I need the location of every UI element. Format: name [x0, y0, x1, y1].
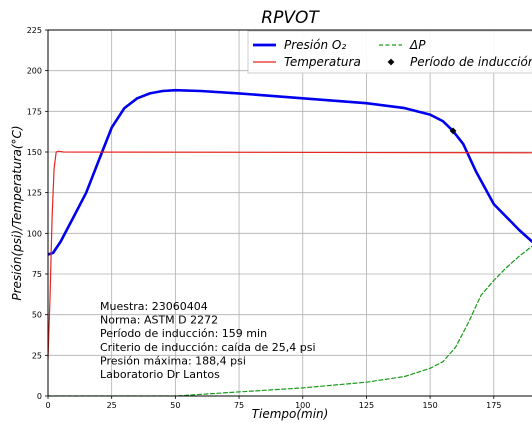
y-tick-label: 125	[27, 189, 42, 198]
legend-swatch-induccion	[387, 58, 395, 66]
y-tick-label: 150	[27, 148, 42, 157]
annotation-line: Período de inducción: 159 min	[100, 327, 267, 340]
x-tick-label: 75	[234, 401, 244, 410]
y-tick-label: 25	[32, 351, 42, 360]
x-axis-label: Tiempo(min)	[252, 407, 329, 421]
annotation-line: Criterio de inducción: caída de 25,4 psi	[100, 341, 316, 354]
series-line-temperatura	[48, 150, 532, 360]
chart-title: RPVOT	[261, 8, 320, 28]
x-tick-label: 100	[295, 401, 310, 410]
annotation-line: Muestra: 23060404	[100, 300, 208, 313]
x-tick-label: 125	[359, 401, 374, 410]
legend: Presión O₂ ΔP Temperatura Período de inducc…	[247, 30, 532, 74]
x-tick-label: 25	[107, 401, 117, 410]
x-tick-label: 150	[422, 401, 437, 410]
series-group	[48, 88, 532, 396]
y-tick-label: 225	[27, 26, 42, 35]
series-line-delta-p	[48, 245, 532, 396]
annotation-line: Presión máxima: 188,4 psi	[100, 354, 246, 367]
tick-labels: 0 25 50 75 100 125 150 175 0 25 50 75 100 125 150 175 20…	[27, 26, 502, 410]
legend-label-delta-p: ΔP	[409, 38, 426, 52]
x-tick-label: 175	[486, 401, 501, 410]
annotation-line: Norma: ASTM D 2272	[100, 314, 218, 327]
legend-box	[247, 30, 532, 74]
y-tick-label: 200	[27, 67, 42, 76]
y-tick-label: 0	[37, 392, 42, 401]
legend-label-presion-o2: Presión O₂	[284, 38, 346, 52]
y-tick-label: 50	[32, 311, 42, 320]
legend-label-temperatura: Temperatura	[284, 55, 361, 69]
axes	[45, 29, 532, 399]
x-tick-label: 0	[45, 401, 50, 410]
y-tick-label: 75	[32, 270, 42, 279]
annotation-line: Laboratorio Dr Lantos	[100, 368, 220, 381]
y-tick-label: 100	[27, 229, 42, 238]
y-tick-label: 175	[27, 107, 42, 116]
legend-label-induccion: Período de inducción	[410, 55, 532, 69]
y-axis-label: Presión(psi)/Temperatura(°C)	[10, 125, 24, 300]
induction-period-marker	[449, 127, 457, 135]
series-line-presion-o2	[48, 88, 532, 256]
x-tick-label: 50	[170, 401, 180, 410]
